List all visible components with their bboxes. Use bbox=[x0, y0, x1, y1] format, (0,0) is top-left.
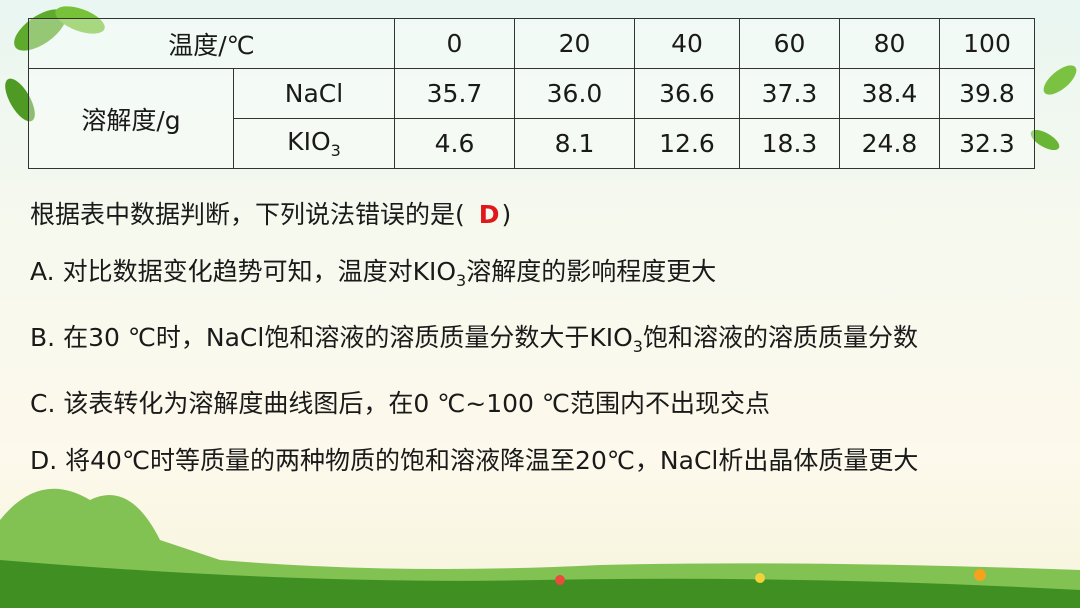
header-cell: 20 bbox=[514, 18, 635, 69]
substance-name: KIO bbox=[287, 127, 331, 156]
grass bbox=[0, 560, 1080, 608]
subscript: 3 bbox=[632, 337, 643, 356]
option-text: 溶解度的影响程度更大 bbox=[466, 257, 717, 286]
stem-close: ) bbox=[501, 200, 512, 229]
value-cell: 36.0 bbox=[514, 68, 635, 119]
leaf bbox=[1043, 65, 1077, 95]
leaf bbox=[5, 78, 35, 122]
substance-cell: KIO3 bbox=[233, 118, 395, 169]
header-cell: 100 bbox=[939, 18, 1035, 69]
option-letter: B. bbox=[30, 323, 56, 352]
header-cell: 温度/℃ bbox=[28, 18, 395, 69]
answer: D bbox=[478, 200, 500, 229]
solubility-table: 温度/℃ 0 20 40 60 80 100 溶解度/g NaCl 35.7 3… bbox=[28, 18, 1035, 169]
subscript: 3 bbox=[456, 271, 467, 290]
option: D. 将40℃时等质量的两种物质的饱和溶液降温至20℃，NaCl析出晶体质量更大 bbox=[30, 432, 1020, 489]
header-cell: 60 bbox=[739, 18, 840, 69]
value-cell: 8.1 bbox=[514, 118, 635, 169]
value-cell: 36.6 bbox=[634, 68, 740, 119]
value-cell: 38.4 bbox=[839, 68, 940, 119]
option: C. 该表转化为溶解度曲线图后，在0 ℃~100 ℃范围内不出现交点 bbox=[30, 375, 1030, 432]
leaf bbox=[1030, 129, 1060, 151]
option: A. 对比数据变化趋势可知，温度对KIO3溶解度的影响程度更大 bbox=[30, 243, 1030, 309]
option: B. 在30 ℃时，NaCl饱和溶液的溶质质量分数大于KIO3饱和溶液的溶质质量… bbox=[30, 309, 1015, 375]
value-cell: 24.8 bbox=[839, 118, 940, 169]
option-text: 将40℃时等质量的两种物质的饱和溶液降温至20℃，NaCl析出晶体质量更大 bbox=[65, 446, 919, 475]
question-block: 根据表中数据判断，下列说法错误的是( D) A. 对比数据变化趋势可知，温度对KI… bbox=[30, 186, 1030, 489]
option-letter: D. bbox=[30, 446, 58, 475]
option-text: 在30 ℃时，NaCl饱和溶液的溶质质量分数大于KIO bbox=[63, 323, 633, 352]
option-text: 该表转化为溶解度曲线图后，在0 ℃~100 ℃范围内不出现交点 bbox=[63, 389, 770, 418]
value-cell: 35.7 bbox=[394, 68, 515, 119]
value-cell: 18.3 bbox=[739, 118, 840, 169]
substance-cell: NaCl bbox=[233, 68, 395, 119]
row-label: 溶解度/g bbox=[28, 68, 234, 169]
value-cell: 32.3 bbox=[939, 118, 1035, 169]
flower bbox=[974, 569, 986, 581]
value-cell: 37.3 bbox=[739, 68, 840, 119]
value-cell: 39.8 bbox=[939, 68, 1035, 119]
option-letter: A. bbox=[30, 257, 55, 286]
flower bbox=[755, 573, 765, 583]
flower bbox=[555, 575, 565, 585]
option-text: 对比数据变化趋势可知，温度对KIO bbox=[62, 257, 457, 286]
option-letter: C. bbox=[30, 389, 56, 418]
value-cell: 4.6 bbox=[394, 118, 515, 169]
question-stem: 根据表中数据判断，下列说法错误的是( D) bbox=[30, 186, 1030, 243]
subscript: 3 bbox=[330, 141, 341, 160]
header-cell: 80 bbox=[839, 18, 940, 69]
header-cell: 0 bbox=[394, 18, 515, 69]
value-cell: 12.6 bbox=[634, 118, 740, 169]
stem: 根据表中数据判断，下列说法错误的是( bbox=[30, 200, 465, 229]
option-text: 饱和溶液的溶质质量分数 bbox=[642, 323, 918, 352]
header-cell: 40 bbox=[634, 18, 740, 69]
